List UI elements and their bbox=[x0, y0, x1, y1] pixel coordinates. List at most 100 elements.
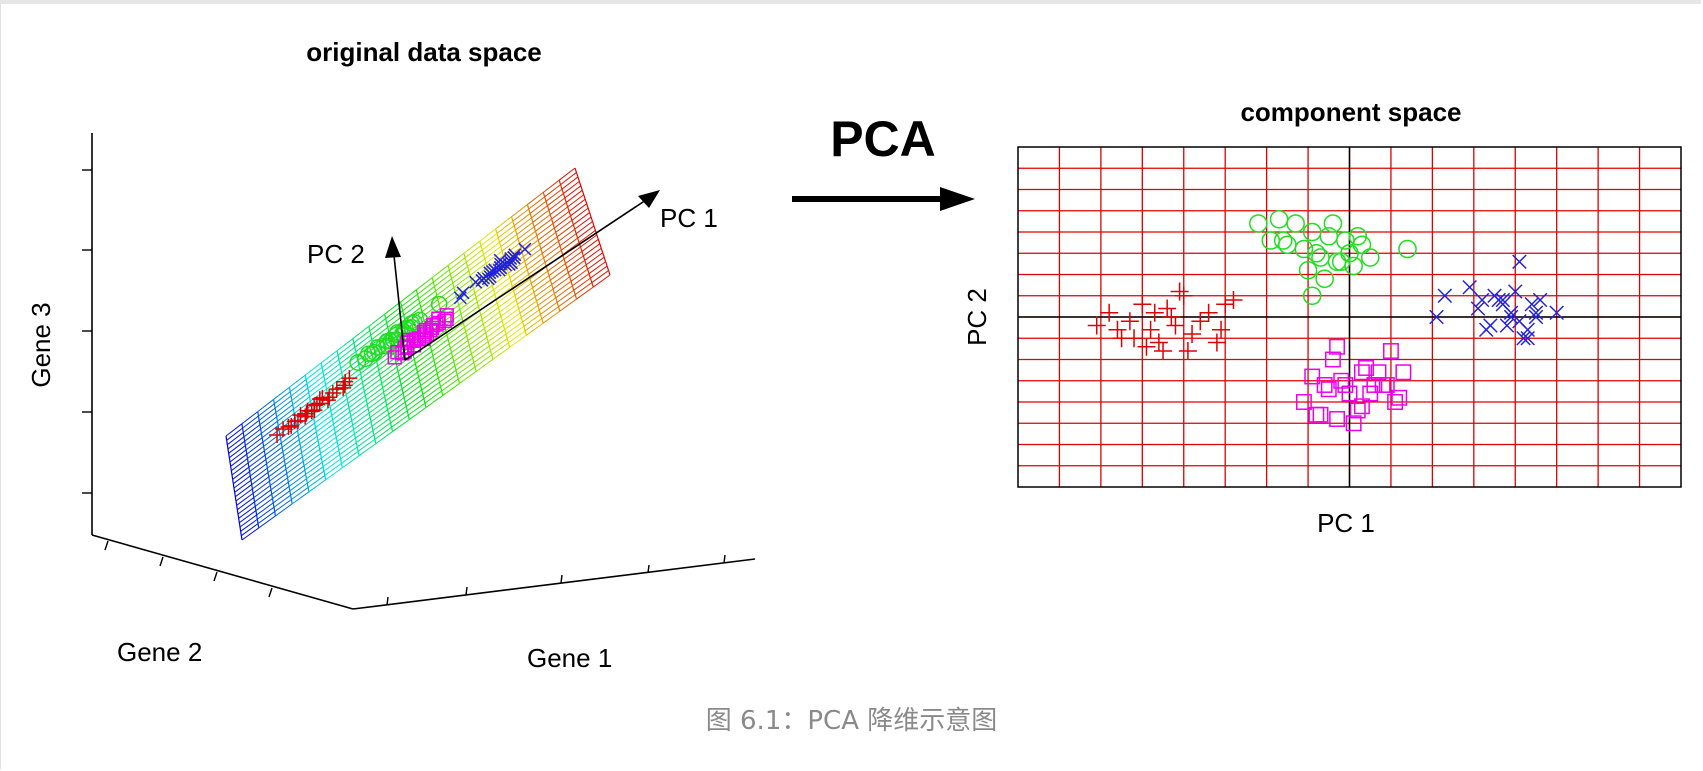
component-point-x bbox=[1507, 284, 1523, 299]
surface-line bbox=[285, 456, 303, 470]
surface-line bbox=[529, 200, 547, 214]
gene1-tick bbox=[386, 596, 389, 606]
surface-line bbox=[341, 360, 358, 373]
component-point-circle bbox=[1273, 231, 1293, 250]
surface-line bbox=[430, 334, 448, 348]
pca-figure: original data space PC 1 PC 2 Gene 3 Gen… bbox=[26, 37, 1682, 673]
surface-line bbox=[329, 394, 347, 407]
component-point-plus bbox=[1224, 291, 1243, 309]
surface-line bbox=[323, 363, 341, 377]
surface-line bbox=[302, 448, 321, 462]
surface-line bbox=[530, 270, 548, 284]
surface-line bbox=[580, 234, 598, 248]
surface-line bbox=[370, 409, 388, 423]
surface-line bbox=[282, 439, 300, 453]
surface-line bbox=[369, 318, 386, 332]
surface-line bbox=[258, 407, 276, 421]
pc2-axis-label: PC 2 bbox=[962, 288, 992, 346]
surface-line bbox=[474, 354, 492, 368]
surface-line bbox=[454, 279, 472, 293]
surface-line bbox=[298, 427, 316, 440]
surface-line bbox=[406, 398, 425, 412]
surface-line bbox=[496, 220, 514, 234]
component-point-plus bbox=[1154, 342, 1173, 360]
component-point-plus bbox=[1120, 312, 1139, 331]
surface-line bbox=[536, 288, 554, 302]
component-point-square bbox=[1316, 377, 1333, 393]
surface-line bbox=[302, 444, 320, 458]
surface-line bbox=[391, 414, 409, 428]
surface-line bbox=[358, 443, 377, 457]
surface-line bbox=[320, 441, 338, 455]
surface-line bbox=[325, 372, 342, 386]
surface-line bbox=[485, 320, 503, 334]
surface-line bbox=[368, 400, 386, 414]
gene2-tick bbox=[213, 571, 218, 582]
surface-line bbox=[233, 475, 251, 489]
component-point-x bbox=[1516, 330, 1531, 346]
surface-line bbox=[366, 391, 384, 405]
surface-line bbox=[272, 486, 290, 499]
surface-line bbox=[241, 523, 259, 537]
surface-line bbox=[475, 358, 494, 372]
surface-line bbox=[448, 331, 466, 345]
surface-line bbox=[467, 253, 484, 267]
component-point-circle bbox=[1294, 239, 1314, 259]
surface-line bbox=[571, 207, 589, 221]
surface-line bbox=[587, 256, 605, 270]
surface-line bbox=[352, 412, 370, 426]
surface-line bbox=[256, 502, 274, 516]
surface-line bbox=[524, 318, 543, 332]
surface-line bbox=[441, 378, 459, 392]
surface-line bbox=[534, 284, 553, 297]
surface-line bbox=[495, 216, 512, 230]
surface-line bbox=[475, 284, 493, 298]
surface-line bbox=[431, 265, 449, 279]
surface-line bbox=[341, 450, 359, 464]
surface-line bbox=[320, 350, 338, 364]
surface-line bbox=[403, 385, 421, 398]
surface-line bbox=[306, 466, 324, 480]
original-point bbox=[378, 333, 396, 350]
surface-line bbox=[249, 463, 267, 477]
surface-line bbox=[324, 367, 342, 381]
surface-line bbox=[439, 295, 457, 309]
principal-plane-surface bbox=[225, 167, 611, 541]
surface-line bbox=[289, 379, 307, 393]
surface-line bbox=[226, 427, 243, 441]
axis-ticks bbox=[82, 169, 726, 606]
surface-line bbox=[445, 318, 463, 331]
surface-line bbox=[517, 226, 535, 240]
surface-line bbox=[403, 302, 420, 316]
surface-line bbox=[417, 359, 435, 373]
surface-line bbox=[274, 395, 292, 409]
surface-line bbox=[246, 441, 264, 455]
component-point-square bbox=[1387, 394, 1404, 410]
original-point bbox=[507, 250, 521, 264]
component-point-x bbox=[1524, 296, 1540, 312]
component-point-plus bbox=[1178, 342, 1197, 360]
surface-line bbox=[301, 440, 319, 454]
surface-line bbox=[454, 353, 472, 367]
surface-line bbox=[232, 466, 250, 480]
surface-line bbox=[290, 383, 308, 397]
surface-line bbox=[372, 418, 390, 431]
surface-line bbox=[419, 368, 437, 382]
surface-line bbox=[551, 206, 568, 220]
surface-line bbox=[289, 478, 307, 492]
component-point-square bbox=[1370, 364, 1387, 381]
gene2-tick bbox=[104, 540, 109, 551]
arrow-head bbox=[940, 187, 975, 211]
component-point-plus bbox=[1087, 316, 1106, 335]
surface-line bbox=[259, 412, 277, 426]
surface-line bbox=[544, 184, 561, 198]
component-point-square bbox=[1337, 377, 1354, 393]
gene1-tick bbox=[560, 574, 563, 584]
surface-line bbox=[476, 289, 494, 303]
surface-line bbox=[528, 196, 545, 210]
surface-line bbox=[339, 442, 357, 456]
surface-line bbox=[414, 346, 431, 360]
component-point-square bbox=[1382, 343, 1399, 359]
component-point-circle bbox=[1286, 214, 1305, 233]
surface-line bbox=[322, 359, 340, 373]
